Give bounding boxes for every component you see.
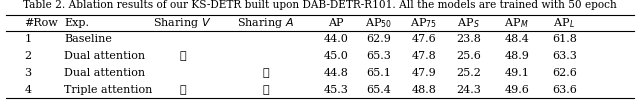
Text: 49.1: 49.1	[505, 68, 529, 78]
Text: Sharing $\mathit{V}$: Sharing $\mathit{V}$	[153, 16, 212, 30]
Text: 24.3: 24.3	[456, 85, 481, 95]
Text: AP$_{\,M}$: AP$_{\,M}$	[504, 16, 530, 30]
Text: 3: 3	[24, 68, 31, 78]
Text: 63.6: 63.6	[552, 85, 577, 95]
Text: 48.4: 48.4	[505, 34, 529, 44]
Text: Dual attention: Dual attention	[64, 68, 145, 78]
Text: 47.6: 47.6	[412, 34, 436, 44]
Text: 61.8: 61.8	[552, 34, 577, 44]
Text: 45.0: 45.0	[324, 51, 348, 61]
Text: #Row: #Row	[24, 18, 58, 28]
Text: AP$_{50}$: AP$_{50}$	[365, 16, 392, 30]
Text: 47.8: 47.8	[412, 51, 436, 61]
Text: 65.4: 65.4	[367, 85, 391, 95]
Text: ✓: ✓	[179, 51, 186, 61]
Text: AP: AP	[328, 18, 344, 28]
Text: AP$_{\,L}$: AP$_{\,L}$	[553, 16, 576, 30]
Text: 45.3: 45.3	[324, 85, 348, 95]
Text: AP$_{\,S}$: AP$_{\,S}$	[457, 16, 480, 30]
Text: Table 2. Ablation results of our KS-DETR built upon DAB-DETR-R101. All the model: Table 2. Ablation results of our KS-DETR…	[23, 0, 617, 10]
Text: 48.8: 48.8	[412, 85, 436, 95]
Text: 44.8: 44.8	[324, 68, 348, 78]
Text: 65.3: 65.3	[367, 51, 391, 61]
Text: Sharing $\mathit{A}$: Sharing $\mathit{A}$	[237, 16, 294, 30]
Text: ✓: ✓	[179, 85, 186, 95]
Text: 49.6: 49.6	[505, 85, 529, 95]
Text: ✓: ✓	[262, 68, 269, 78]
Text: 1: 1	[24, 34, 31, 44]
Text: Baseline: Baseline	[64, 34, 112, 44]
Text: 44.0: 44.0	[324, 34, 348, 44]
Text: 62.9: 62.9	[367, 34, 391, 44]
Text: 2: 2	[24, 51, 31, 61]
Text: 23.8: 23.8	[456, 34, 481, 44]
Text: 25.2: 25.2	[456, 68, 481, 78]
Text: 63.3: 63.3	[552, 51, 577, 61]
Text: Dual attention: Dual attention	[64, 51, 145, 61]
Text: AP$_{75}$: AP$_{75}$	[410, 16, 437, 30]
Text: 62.6: 62.6	[552, 68, 577, 78]
Text: 25.6: 25.6	[456, 51, 481, 61]
Text: ✓: ✓	[262, 85, 269, 95]
Text: 47.9: 47.9	[412, 68, 436, 78]
Text: 48.9: 48.9	[505, 51, 529, 61]
Text: 65.1: 65.1	[367, 68, 391, 78]
Text: 4: 4	[24, 85, 31, 95]
Text: Exp.: Exp.	[64, 18, 89, 28]
Text: Triple attention: Triple attention	[64, 85, 152, 95]
